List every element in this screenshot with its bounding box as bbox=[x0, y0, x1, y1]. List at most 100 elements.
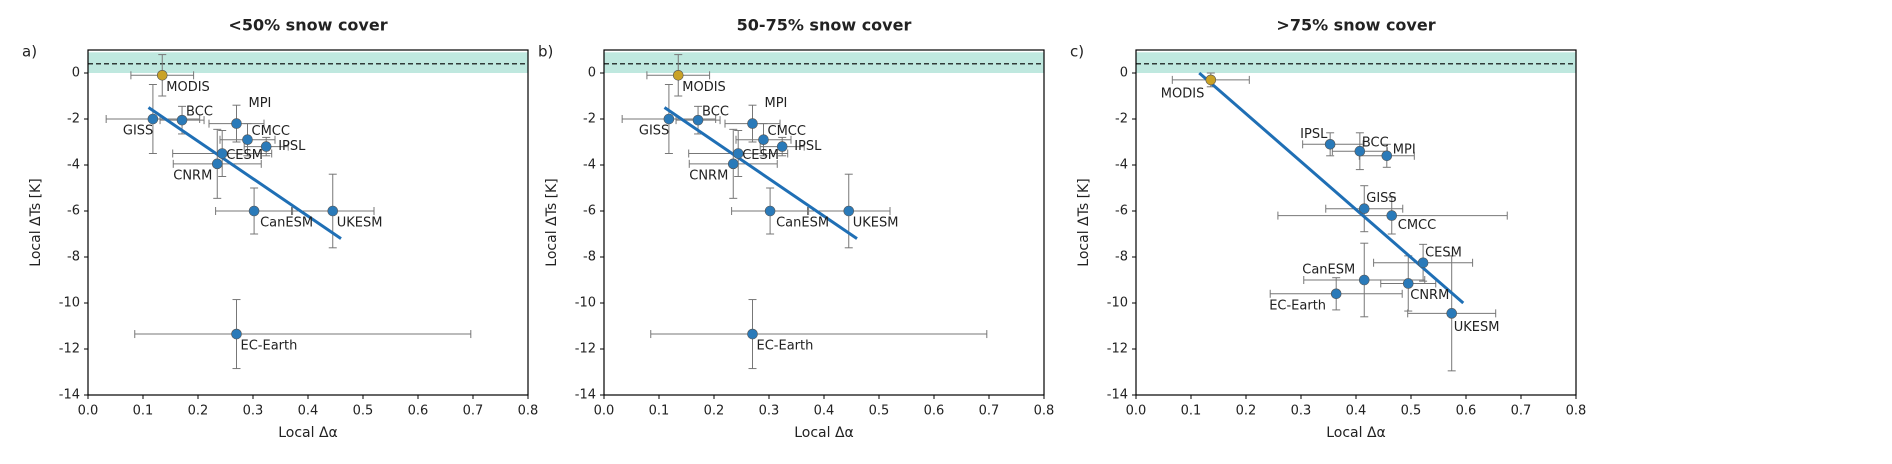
point bbox=[663, 113, 675, 125]
point bbox=[242, 134, 253, 145]
panel-label: c) bbox=[1070, 43, 1084, 61]
y-tick-label: -10 bbox=[1107, 296, 1128, 311]
point-label: MPI bbox=[765, 96, 788, 111]
fit-line bbox=[147, 106, 342, 240]
x-tick-label: 0.8 bbox=[1034, 404, 1055, 419]
panel-title: >75% snow cover bbox=[1276, 16, 1435, 35]
point-label: CESM bbox=[226, 148, 263, 163]
point bbox=[1417, 257, 1429, 269]
point bbox=[843, 205, 855, 217]
point bbox=[764, 205, 776, 217]
y-tick-label: -12 bbox=[59, 342, 80, 357]
x-tick-label: 0.0 bbox=[1126, 404, 1147, 419]
point bbox=[216, 148, 228, 159]
y-tick-label: -14 bbox=[575, 388, 596, 403]
y-axis-label: Local ΔTs [K] bbox=[544, 178, 560, 266]
point-label: CanESM bbox=[1302, 263, 1355, 278]
y-tick-label: -4 bbox=[67, 158, 80, 173]
point bbox=[747, 328, 758, 340]
point-label: CNRM bbox=[689, 168, 728, 183]
point-label: EC-Earth bbox=[1269, 298, 1326, 313]
y-axis-label: Local ΔTs [K] bbox=[28, 178, 44, 266]
x-tick-label: 0.0 bbox=[78, 404, 99, 419]
x-tick-label: 0.5 bbox=[869, 404, 890, 419]
y-tick-label: -6 bbox=[1115, 204, 1128, 219]
x-tick-label: 0.4 bbox=[298, 404, 319, 419]
point-label: UKESM bbox=[853, 216, 899, 231]
point bbox=[327, 205, 339, 217]
point-label: GISS bbox=[123, 124, 153, 139]
y-tick-label: -14 bbox=[59, 388, 80, 403]
plot-frame bbox=[1135, 49, 1577, 396]
point bbox=[1381, 150, 1393, 162]
reference-band bbox=[88, 52, 528, 73]
y-tick-label: -14 bbox=[1107, 388, 1128, 403]
y-tick-label: -10 bbox=[575, 296, 596, 311]
point bbox=[1358, 274, 1370, 286]
y-tick-label: 0 bbox=[588, 66, 596, 81]
x-tick-label: 0.3 bbox=[243, 404, 264, 419]
point bbox=[1354, 145, 1366, 157]
y-tick-label: -10 bbox=[59, 296, 80, 311]
point-label: GISS bbox=[639, 124, 669, 139]
error-bar bbox=[134, 299, 472, 370]
x-tick-label: 0.1 bbox=[649, 404, 670, 419]
panel: >75% snow cover c) 0.0 0.1 0.2 0.3 0.4 0.5 0.6 0.… bbox=[1070, 16, 1586, 442]
x-tick-label: 0.2 bbox=[188, 404, 209, 419]
point bbox=[156, 70, 168, 81]
point-label: CESM bbox=[742, 148, 779, 163]
y-tick-label: -6 bbox=[67, 204, 80, 219]
fit-line bbox=[663, 106, 858, 240]
x-tick-label: 0.8 bbox=[1566, 404, 1587, 419]
point-label: IPSL bbox=[278, 139, 306, 154]
point bbox=[747, 118, 758, 129]
point bbox=[1324, 139, 1336, 150]
point bbox=[1205, 74, 1217, 86]
y-tick-label: 0 bbox=[1120, 66, 1128, 81]
panel-label: a) bbox=[22, 43, 37, 61]
x-tick-label: 0.8 bbox=[518, 404, 539, 419]
point bbox=[231, 328, 242, 340]
point bbox=[1446, 308, 1457, 319]
point bbox=[692, 114, 704, 126]
point bbox=[672, 70, 684, 81]
y-tick-label: -8 bbox=[583, 250, 596, 265]
panel: 50-75% snow cover b) 0.0 0.1 0.2 0.3 0.4 0.5 0.6… bbox=[538, 16, 1054, 442]
point-label: EC-Earth bbox=[757, 339, 814, 354]
y-tick-label: -2 bbox=[1115, 112, 1128, 127]
point bbox=[1402, 278, 1414, 289]
point-label: CMCC bbox=[768, 124, 806, 139]
y-tick-label: -2 bbox=[583, 112, 596, 127]
x-tick-label: 0.4 bbox=[814, 404, 835, 419]
x-axis-label: Local Δα bbox=[278, 425, 338, 441]
point-label: BCC bbox=[702, 105, 729, 120]
point-label: CanESM bbox=[260, 216, 313, 231]
point-label: MODIS bbox=[682, 80, 726, 95]
x-tick-label: 0.2 bbox=[704, 404, 725, 419]
point-label: CESM bbox=[1425, 245, 1462, 260]
panel-label: b) bbox=[538, 43, 553, 61]
panel-title: <50% snow cover bbox=[228, 16, 387, 35]
point-label: UKESM bbox=[337, 216, 383, 231]
point bbox=[1330, 288, 1342, 300]
point-label: UKESM bbox=[1454, 320, 1500, 335]
point-label: IPSL bbox=[1300, 127, 1328, 142]
y-tick-label: 0 bbox=[72, 66, 80, 81]
point bbox=[732, 148, 744, 159]
point-label: EC-Earth bbox=[241, 339, 298, 354]
x-tick-label: 0.7 bbox=[463, 404, 484, 419]
x-tick-label: 0.1 bbox=[133, 404, 154, 419]
point bbox=[1358, 203, 1370, 214]
x-tick-label: 0.3 bbox=[1291, 404, 1312, 419]
x-axis-label: Local Δα bbox=[794, 425, 854, 441]
y-tick-label: -4 bbox=[583, 158, 596, 173]
point-label: CMCC bbox=[1398, 218, 1436, 233]
point-label: GISS bbox=[1366, 191, 1396, 206]
error-bar bbox=[650, 299, 988, 370]
point-label: BCC bbox=[186, 105, 213, 120]
x-axis-label: Local Δα bbox=[1326, 425, 1386, 441]
y-tick-label: -6 bbox=[583, 204, 596, 219]
y-tick-label: -4 bbox=[1115, 158, 1128, 173]
x-tick-label: 0.6 bbox=[1456, 404, 1477, 419]
point-label: IPSL bbox=[794, 139, 822, 154]
